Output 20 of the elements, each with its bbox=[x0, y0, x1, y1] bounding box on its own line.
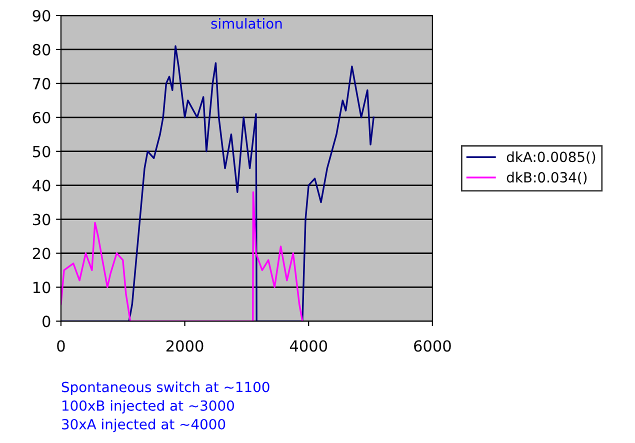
x-tick-label: 6000 bbox=[414, 340, 451, 352]
legend-label: dkA:0.0085() bbox=[506, 151, 596, 164]
y-tick-label: 60 bbox=[32, 112, 50, 124]
x-tick-label: 4000 bbox=[290, 340, 328, 352]
text: Spontaneous switch at ~1100 bbox=[62, 382, 270, 395]
legend-label: dkB:0.034() bbox=[506, 172, 587, 184]
y-tick-label: 20 bbox=[32, 248, 50, 260]
text: 100xB injected at ~3000 bbox=[62, 400, 234, 414]
y-tick-label: 40 bbox=[32, 180, 50, 192]
y-tick-label: 90 bbox=[32, 10, 50, 22]
y-tick-label: 0 bbox=[42, 316, 50, 328]
text: 30xA injected at ~4000 bbox=[62, 418, 226, 432]
y-tick-label: 80 bbox=[32, 44, 50, 56]
x-tick-label: 2000 bbox=[166, 340, 204, 352]
chart-title: simulation bbox=[211, 18, 282, 29]
x-tick-label: 0 bbox=[57, 340, 65, 352]
y-tick-label: 10 bbox=[33, 282, 50, 294]
y-tick-label: 50 bbox=[32, 146, 50, 158]
y-tick-label: 70 bbox=[33, 78, 50, 90]
y-tick-label: 30 bbox=[32, 214, 50, 226]
